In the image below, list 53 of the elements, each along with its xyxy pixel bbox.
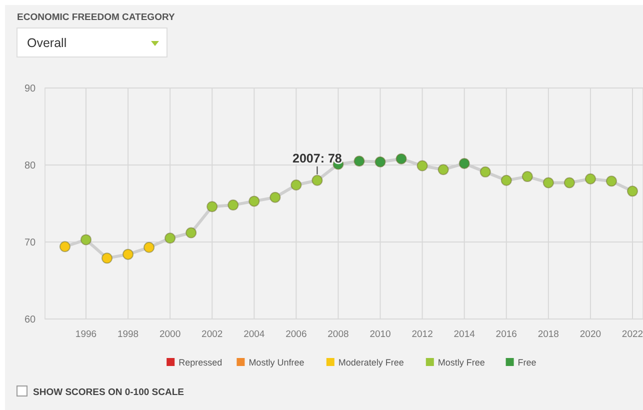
point xyxy=(164,232,176,244)
point xyxy=(626,186,638,197)
point xyxy=(80,234,92,246)
legend-label: Free xyxy=(518,358,536,368)
text: ECONOMIC FREEDOM CATEGORY xyxy=(17,12,176,23)
y-tick-label: 70 xyxy=(24,238,36,248)
x-tick-label: 2014 xyxy=(454,329,475,340)
text: SHOW SCORES ON 0-100 SCALE xyxy=(33,387,184,398)
point xyxy=(144,242,155,253)
point xyxy=(458,158,470,169)
x-tick-label: 1998 xyxy=(117,329,139,340)
x-tick-label: 2016 xyxy=(496,329,517,340)
x-tick-label: 2008 xyxy=(328,329,349,340)
legend-label: Moderately Free xyxy=(338,358,404,368)
point xyxy=(290,180,302,191)
x-tick-label: 1996 xyxy=(75,329,97,340)
point xyxy=(584,173,596,184)
y-tick-label: 60 xyxy=(24,314,36,326)
point xyxy=(186,227,197,238)
point xyxy=(312,174,323,186)
x-tick-label: 2018 xyxy=(538,329,559,340)
dropdown: Overall xyxy=(16,28,168,58)
point xyxy=(228,200,239,211)
point xyxy=(500,174,512,186)
x-tick-label: 2002 xyxy=(202,329,223,340)
x-tick-label: 2010 xyxy=(370,329,391,340)
y-tick-label: 90 xyxy=(24,84,36,94)
x-tick-label: 2020 xyxy=(580,329,602,340)
point xyxy=(59,241,70,252)
point xyxy=(206,201,218,212)
legend-label: Repressed xyxy=(178,358,222,368)
x-tick-label: 2012 xyxy=(412,329,433,340)
point xyxy=(354,156,365,167)
point xyxy=(606,176,617,187)
legend-label: Mostly Free xyxy=(438,358,485,368)
point xyxy=(522,171,533,182)
y-tick-label: 80 xyxy=(24,160,36,172)
point xyxy=(416,160,428,172)
point xyxy=(542,177,554,188)
x-tick-label: 2004 xyxy=(244,329,265,340)
x-tick-label: 2006 xyxy=(286,329,307,340)
x-tick-label: 2022 xyxy=(622,329,643,340)
point xyxy=(270,192,281,203)
point xyxy=(480,166,491,178)
point xyxy=(438,164,449,176)
point xyxy=(374,156,386,168)
point xyxy=(122,248,134,260)
point xyxy=(102,252,113,264)
point xyxy=(564,177,575,188)
x-tick-label: 2000 xyxy=(159,329,181,340)
point xyxy=(396,153,407,164)
point xyxy=(248,196,260,207)
legend-label: Mostly Unfree xyxy=(248,358,304,368)
